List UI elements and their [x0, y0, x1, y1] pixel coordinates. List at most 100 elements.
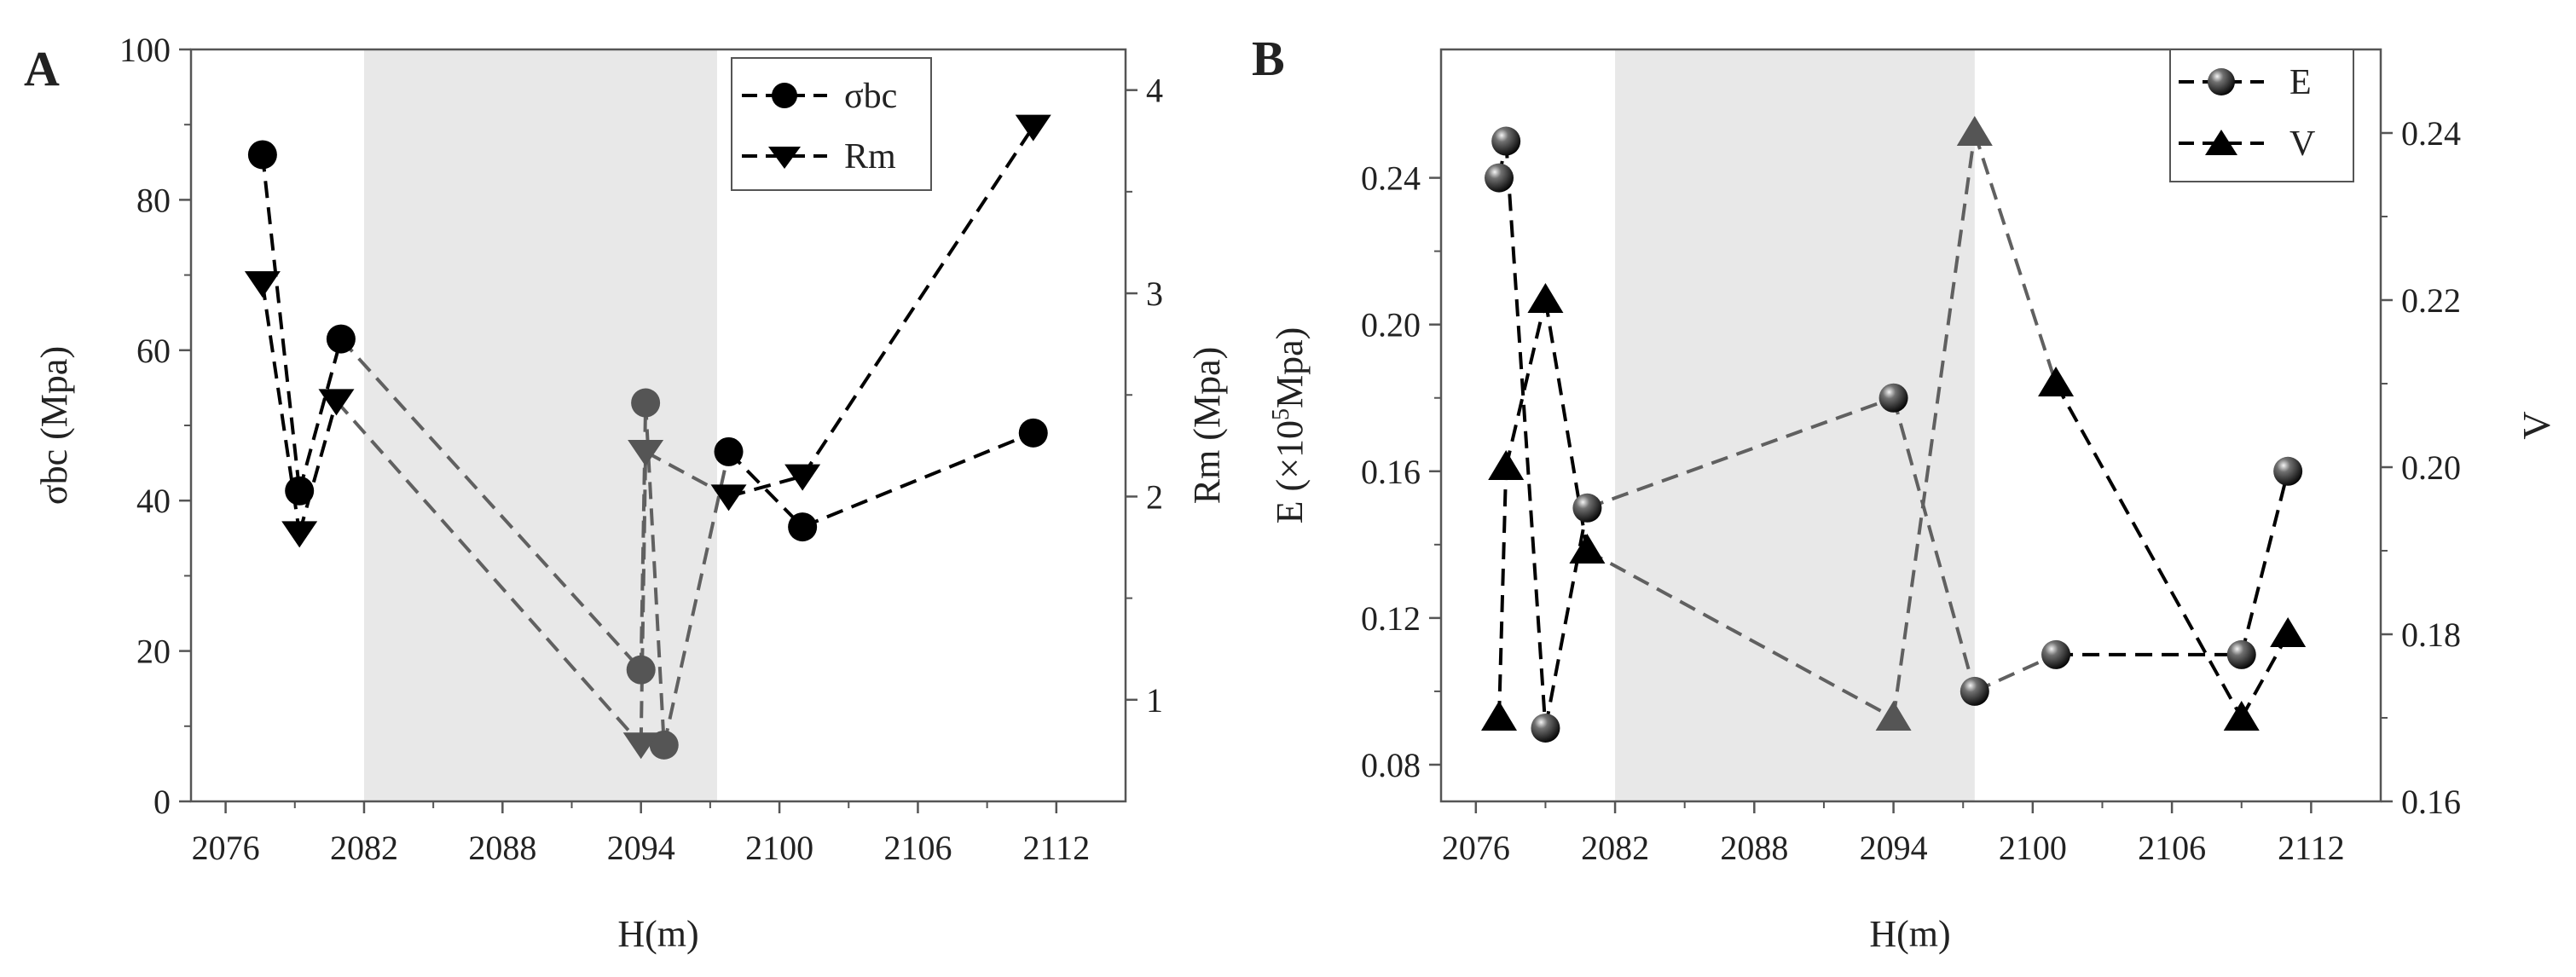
series-triangle-up-segment [1891, 132, 1977, 719]
series-circle-point [247, 140, 277, 170]
series-sphere-point [2041, 639, 2071, 669]
x-tick-label: 2094 [1860, 829, 1928, 867]
legend-marker-v [2205, 130, 2237, 155]
series-triangle-down-point [1015, 114, 1051, 142]
right-y-tick-label: 0.16 [2401, 783, 2461, 821]
legend-label-sigma-bc: σbc [844, 77, 897, 116]
series-markers-a [244, 114, 1051, 760]
x-tick-label: 2082 [330, 829, 398, 867]
series-circle-segment [339, 338, 643, 671]
x-tick-label: 2100 [1999, 829, 2067, 867]
series-circle-segment [802, 431, 1034, 529]
x-axis-ticks-a: 2076 2082 2088 2094 2100 2106 2112 [192, 801, 1090, 867]
series-triangle-down-point [244, 271, 281, 298]
series-triangle-up-point [2038, 367, 2075, 396]
series-triangle-down-segment [260, 282, 302, 534]
left-y-tick-label: 0.24 [1361, 159, 1421, 198]
left-y-axis-label-b: E (×105Mpa) [1268, 327, 1311, 524]
right-y-tick-label: 0.20 [2401, 448, 2461, 487]
x-tick-label: 2100 [745, 829, 813, 867]
series-triangle-up-point [1488, 450, 1525, 480]
series-triangle-up-point [1875, 701, 1912, 731]
series-triangle-up-point [1481, 701, 1518, 731]
panel-label-a: A [24, 41, 60, 96]
series-circle-point [326, 324, 356, 354]
series-markers-b [1481, 116, 2307, 743]
right-y-axis-label-b: V [2515, 411, 2558, 439]
series-triangle-up-point [2223, 701, 2260, 731]
legend-label-e: E [2289, 63, 2312, 102]
series-sphere-point [1491, 126, 1521, 156]
series-circle-segment [260, 154, 302, 491]
left-y-axis-label-a: σbc (Mpa) [33, 346, 75, 505]
series-triangle-down-segment [298, 400, 339, 534]
series-sphere-point [1531, 713, 1560, 743]
legend-label-rm: Rm [844, 137, 896, 176]
series-triangle-up-point [1527, 283, 1564, 313]
series-sphere-point [1878, 383, 1908, 413]
panel-label-b: B [1252, 31, 1285, 86]
shaded-region-a [363, 49, 718, 801]
left-y-tick-label: 80 [136, 181, 171, 219]
right-y-tick-label: 3 [1146, 275, 1163, 313]
x-axis-label-b: H(m) [1869, 913, 1950, 955]
series-triangle-down-segment [645, 450, 730, 499]
legend-a: σbc Rm [731, 57, 932, 191]
right-y-axis-ticks-b: 0.16 0.18 0.20 0.22 0.24 [2381, 114, 2461, 821]
right-y-axis-label-a: Rm (Mpa) [1186, 347, 1228, 505]
left-y-tick-label: 100 [119, 31, 171, 69]
series-triangle-down-point [622, 732, 659, 760]
series-sphere-segment [2239, 471, 2290, 656]
series-triangle-down-point [784, 464, 821, 491]
x-tick-label: 2076 [192, 829, 260, 867]
series-sphere-segment [1543, 507, 1589, 729]
series-triangle-up-segment [1972, 132, 2058, 384]
series-triangle-up-segment [1497, 466, 1508, 719]
plot-frame-b [1439, 48, 2382, 803]
series-sphere-segment [1891, 397, 1977, 692]
series-sphere-segment [1504, 141, 1548, 729]
left-y-axis-ticks-a: 0 20 40 60 80 100 [119, 31, 191, 821]
legend-marker-sigma-bc [772, 83, 797, 108]
left-y-axis-label-b-sup: 5 [1268, 408, 1294, 420]
series-circle-point [631, 388, 661, 418]
series-triangle-down-point [318, 389, 355, 416]
series-circle-point [1018, 418, 1048, 448]
series-circle-point [788, 512, 818, 542]
x-axis-ticks-b: 2076 2082 2088 2094 2100 2106 2112 [1442, 801, 2345, 867]
shaded-region-b [1615, 49, 1975, 801]
left-y-tick-label: 0.20 [1361, 306, 1421, 344]
series-triangle-down-point [710, 484, 747, 512]
x-tick-label: 2106 [2138, 829, 2206, 867]
series-sphere-point [1959, 676, 1989, 706]
legend-marker-e [2208, 68, 2235, 95]
series-sphere-point [2226, 639, 2256, 669]
left-y-tick-label: 60 [136, 332, 171, 370]
x-axis-label-a: H(m) [617, 913, 698, 955]
x-tick-label: 2082 [1581, 829, 1649, 867]
left-y-axis-label-b-tail: Mpa) [1269, 327, 1311, 408]
series-sphere-segment [1974, 653, 2057, 693]
legend-b: E V [2169, 49, 2354, 182]
right-y-tick-label: 1 [1146, 681, 1163, 720]
series-triangle-down-segment [639, 451, 648, 745]
left-y-tick-label: 40 [136, 482, 171, 520]
left-y-axis-ticks-b: 0.08 0.12 0.16 0.20 0.24 [1361, 159, 1441, 784]
x-tick-label: 2094 [607, 829, 675, 867]
left-y-axis-label-b-main: E (×10 [1269, 420, 1311, 523]
series-circle-point [626, 655, 656, 685]
right-y-tick-label: 0.18 [2401, 616, 2461, 654]
series-circle-segment [298, 338, 343, 492]
series-triangle-down-segment [334, 400, 643, 746]
series-circle-point [714, 436, 744, 466]
legend-marker-rm [768, 147, 801, 169]
series-sphere-point [1572, 493, 1602, 523]
series-sphere-point [1485, 163, 1514, 193]
series-triangle-up-segment [1586, 549, 1895, 720]
legend-label-v: V [2289, 124, 2315, 164]
x-tick-label: 2088 [1720, 829, 1788, 867]
left-y-tick-label: 20 [136, 633, 171, 671]
series-triangle-up-point [1569, 534, 1606, 564]
series-triangle-down-point [628, 439, 664, 466]
right-y-tick-label: 2 [1146, 477, 1163, 516]
